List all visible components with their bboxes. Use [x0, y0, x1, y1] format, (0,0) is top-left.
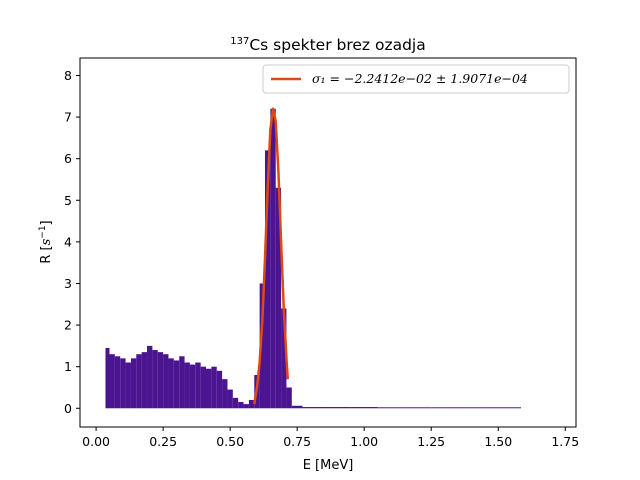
y-tick-label: 7 — [64, 110, 72, 125]
gaussian-fit — [253, 107, 290, 405]
histogram-bar — [114, 356, 121, 409]
legend: σ₁ = −2.2412e−02 ± 1.9071e−04 — [262, 64, 570, 94]
y-axis-label-exponent: −1 — [38, 225, 48, 238]
histogram-bar — [275, 187, 282, 409]
y-tick-label: 2 — [64, 318, 72, 333]
y-tick-label: 1 — [64, 359, 72, 374]
histogram-bar — [179, 356, 185, 409]
histogram-bar — [323, 407, 351, 409]
fit-line — [253, 107, 290, 405]
histogram-bar — [350, 407, 378, 409]
histogram-bar — [147, 345, 153, 409]
histogram-bar — [141, 352, 148, 409]
y-axis-ticks: 0 1 2 3 4 5 6 7 8 — [64, 68, 80, 416]
histogram-bar — [211, 366, 217, 409]
histogram-bar — [404, 407, 432, 409]
y-axis-label-close: ] — [39, 220, 54, 225]
histogram-bar — [120, 358, 126, 409]
histogram-bar — [508, 407, 522, 409]
histogram-bar — [458, 407, 485, 409]
histogram-bar — [105, 347, 110, 409]
legend-box — [262, 64, 570, 94]
histogram-bar — [243, 404, 249, 409]
histogram-bar — [125, 362, 131, 409]
histogram-bar — [248, 399, 255, 409]
x-tick-label: 0.75 — [283, 434, 311, 449]
histogram-bar — [264, 150, 271, 409]
chart-title: 137Cs spekter brez ozadja — [230, 36, 426, 54]
histogram-bar — [431, 407, 459, 409]
histogram-bar — [157, 352, 164, 409]
plot-frame — [79, 57, 577, 428]
y-axis-label-main: R [ — [39, 245, 54, 263]
histogram-bar — [238, 402, 244, 409]
x-tick-label: 0.25 — [149, 434, 177, 449]
histogram-bar — [200, 366, 207, 409]
x-tick-label: 0.50 — [216, 434, 244, 449]
title-main: Cs spekter brez ozadja — [249, 36, 425, 54]
histogram-bar — [163, 354, 169, 409]
histogram-bar — [291, 405, 303, 409]
histogram-bar — [130, 358, 137, 409]
histogram-bar — [195, 362, 201, 409]
histogram-bar — [286, 387, 292, 409]
x-axis-label: E [MeV] — [303, 458, 354, 473]
histogram-bar — [302, 407, 324, 409]
y-axis-label-unit: s — [39, 238, 54, 245]
histogram-bar — [136, 354, 142, 409]
y-tick-label: 8 — [64, 68, 72, 83]
histogram-bar — [216, 370, 223, 409]
histogram-bar — [484, 407, 509, 409]
histogram-bar — [173, 360, 180, 409]
x-tick-label: 1.75 — [551, 434, 579, 449]
y-tick-label: 0 — [64, 401, 72, 416]
histogram-bar — [227, 389, 233, 409]
histogram-bar — [377, 407, 405, 409]
title-superscript: 137 — [230, 36, 249, 47]
histogram-bar — [259, 283, 265, 409]
histogram-bar — [189, 364, 196, 409]
histogram-bar — [270, 108, 276, 409]
histogram-bar — [109, 354, 115, 409]
histogram-bar — [232, 397, 239, 409]
histogram-bar — [184, 362, 190, 409]
y-tick-label: 6 — [64, 151, 72, 166]
histogram-bar — [152, 350, 158, 409]
y-axis-label: R [s−1] — [38, 220, 54, 263]
x-tick-label: 0.00 — [82, 434, 110, 449]
x-axis-ticks: 0.00 0.25 0.50 0.75 1.00 1.25 1.50 1.75 — [82, 427, 579, 449]
histogram-bar — [281, 308, 287, 409]
y-tick-label: 4 — [64, 234, 72, 249]
x-tick-label: 1.00 — [350, 434, 378, 449]
x-tick-label: 1.25 — [417, 434, 445, 449]
y-tick-label: 3 — [64, 276, 72, 291]
legend-label-fit: σ₁ = −2.2412e−02 ± 1.9071e−04 — [312, 71, 528, 86]
histogram-bar — [168, 358, 174, 409]
y-tick-label: 5 — [64, 193, 72, 208]
histogram-bar — [206, 368, 212, 409]
histogram-bar — [222, 379, 228, 409]
x-tick-label: 1.50 — [484, 434, 512, 449]
